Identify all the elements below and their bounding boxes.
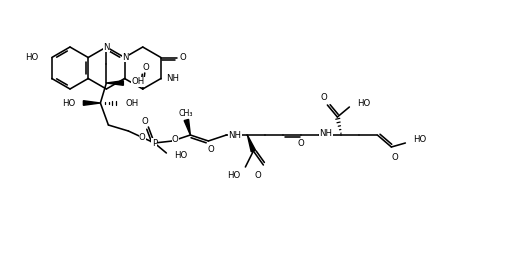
Polygon shape xyxy=(84,101,100,105)
Text: NH: NH xyxy=(166,74,179,83)
Text: NH: NH xyxy=(228,131,241,140)
Text: N: N xyxy=(122,53,129,62)
Text: O: O xyxy=(180,53,186,62)
Text: CH₃: CH₃ xyxy=(178,109,193,117)
Text: HO: HO xyxy=(174,151,188,160)
Text: O: O xyxy=(142,62,149,71)
Text: O: O xyxy=(208,144,215,154)
Text: O: O xyxy=(139,133,146,142)
Text: OH: OH xyxy=(126,99,139,108)
Text: HO: HO xyxy=(413,135,427,144)
Text: HO: HO xyxy=(358,99,371,108)
Text: HO: HO xyxy=(25,53,39,62)
Text: NH: NH xyxy=(319,130,332,139)
Text: O: O xyxy=(298,140,305,149)
Text: O: O xyxy=(392,152,399,162)
Text: OH: OH xyxy=(131,77,145,86)
Polygon shape xyxy=(184,119,190,135)
Text: N: N xyxy=(103,43,110,52)
Text: O: O xyxy=(255,171,262,180)
Text: HO: HO xyxy=(227,171,240,180)
Text: P: P xyxy=(152,139,157,148)
Text: O: O xyxy=(142,117,149,125)
Polygon shape xyxy=(248,135,255,152)
Polygon shape xyxy=(106,81,124,85)
Text: O: O xyxy=(321,93,327,101)
Text: HO: HO xyxy=(62,99,75,108)
Text: O: O xyxy=(172,134,179,143)
